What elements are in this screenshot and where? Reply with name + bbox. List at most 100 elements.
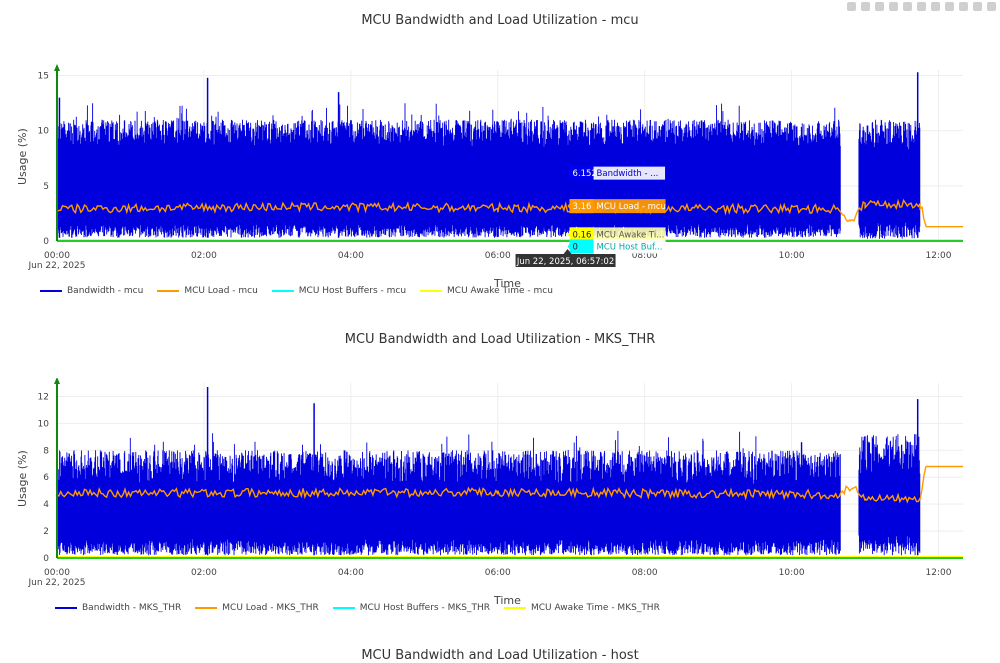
x-tick-label: 02:00 (191, 568, 217, 578)
hover-value: 3.16 (573, 202, 592, 212)
series-bandwidth-mcu[interactable] (56, 72, 921, 239)
legend-label: MCU Awake Time - mcu (447, 286, 553, 296)
y-tick-label: 15 (38, 72, 49, 82)
hover-pointer-icon (567, 242, 571, 251)
hover-timestamp: Jun 22, 2025, 06:57:02 (516, 257, 614, 267)
legend-item[interactable]: MCU Awake Time - MKS_THR (503, 603, 660, 613)
y-tick-label: 8 (43, 446, 49, 456)
y-axis-arrow-icon (54, 378, 60, 384)
y-axis-arrow-icon (54, 64, 60, 71)
x-tick-label: 06:00 (485, 251, 511, 261)
hover-value-box (569, 166, 594, 181)
x-tick-label: 10:00 (779, 251, 805, 261)
y-tick-label: 10 (38, 127, 50, 137)
modebar (847, 2, 996, 11)
legend-label: MCU Awake Time - MKS_THR (530, 603, 660, 613)
legend-swatch (40, 290, 62, 292)
zoom-in-icon[interactable] (889, 2, 898, 11)
legend-swatch (195, 607, 218, 609)
chart-title-mcu: MCU Bandwidth and Load Utilization - mcu (361, 13, 639, 28)
chart-mks-thr[interactable]: 0 2 4 6 8 10 12 00:00 02:00 04:00 06:00 08:00 10:00 1… (0, 378, 1000, 598)
hover-series-name: MCU Load - mcu (597, 202, 666, 212)
x-tick-date-label: Jun 22, 2025 (27, 578, 85, 588)
series-mcu-load-mks-thr[interactable] (56, 465, 963, 504)
series-line (56, 465, 963, 504)
hover-pointer-icon (567, 202, 571, 211)
x-axis-label-mcu: Time (494, 277, 521, 290)
legend-item[interactable]: MCU Awake Time - mcu (420, 286, 553, 296)
legend-label: MCU Load - MKS_THR (222, 603, 319, 613)
legend-item[interactable]: MCU Load - MKS_THR (195, 603, 319, 613)
legend-label: Bandwidth - mcu (67, 286, 144, 296)
legend-label: MCU Load - mcu (184, 286, 258, 296)
x-tick-label: 00:00 (44, 251, 70, 261)
zoom-icon[interactable] (861, 2, 870, 11)
y-tick-label: 12 (38, 392, 49, 402)
legend-item[interactable]: Bandwidth - mcu (40, 286, 143, 296)
x-tick-label: 10:00 (779, 568, 805, 578)
hover-series-name: MCU Awake Ti... (597, 230, 665, 240)
compare-icon[interactable] (973, 2, 982, 11)
legend-label: MCU Host Buffers - mcu (298, 286, 407, 296)
hover-value-box (569, 227, 594, 242)
y-tick-label: 5 (43, 182, 49, 192)
hover-value-box (569, 199, 594, 214)
legend-mks-thr[interactable]: Bandwidth - MKS_THR MCU Load - MKS_THR MCU… (55, 603, 660, 613)
camera-icon[interactable] (847, 2, 856, 11)
x-tick-label: 12:00 (926, 568, 952, 578)
x-tick-label: 04:00 (338, 251, 364, 261)
reset-icon[interactable] (931, 2, 940, 11)
y-tick-label: 0 (43, 237, 49, 247)
x-tick-label: 08:00 (632, 251, 658, 261)
hover-value-box (569, 239, 594, 254)
y-tick-label: 4 (43, 500, 49, 510)
chart-mcu[interactable]: 0 5 10 15 00:00 02:00 04:00 06:00 08:00 10:00 12:0… (0, 40, 1000, 280)
legend-item[interactable]: MCU Host Buffers - mcu (271, 286, 407, 296)
legend-item[interactable]: Bandwidth - MKS_THR (55, 603, 181, 613)
hover-timestamp-pointer-icon (563, 249, 572, 254)
y-tick-label: 6 (43, 473, 49, 483)
hover-tooltip: 6.152 Bandwidth - ... 3.16 MCU Load - mcu 0.… (515, 165, 667, 267)
series-bandwidth-mks-thr[interactable] (56, 387, 921, 556)
legend-label: Bandwidth - MKS_THR (82, 603, 182, 613)
bandwidth-band (56, 430, 921, 556)
hover-timestamp-box (515, 254, 616, 267)
hover-icon[interactable] (959, 2, 968, 11)
legend-swatch (420, 290, 443, 292)
x-tick-label: 08:00 (632, 568, 658, 578)
chart-title-mks-thr: MCU Bandwidth and Load Utilization - MKS… (344, 332, 656, 347)
legend-swatch (503, 607, 526, 609)
x-tick-label: 00:00 (44, 568, 70, 578)
hover-pointer-icon (567, 169, 571, 178)
chart-title-host: MCU Bandwidth and Load Utilization - hos… (361, 648, 639, 663)
bandwidth-band (56, 103, 921, 239)
hover-value: 6.152 (573, 169, 597, 179)
y-tick-label: 10 (38, 419, 50, 429)
hover-value: 0.16 (573, 230, 592, 240)
zoom-out-icon[interactable] (903, 2, 912, 11)
legend-item[interactable]: MCU Host Buffers - MKS_THR (332, 603, 490, 613)
legend-swatch (271, 290, 294, 292)
y-tick-label: 0 (43, 554, 49, 564)
pan-icon[interactable] (875, 2, 884, 11)
legend-swatch (55, 607, 77, 609)
x-tick-label: 12:00 (926, 251, 952, 261)
legend-mcu[interactable]: Bandwidth - mcu MCU Load - mcu MCU Host Bu… (40, 286, 553, 296)
legend-label: MCU Host Buffers - MKS_THR (359, 603, 490, 613)
series-mcu-load-mcu[interactable] (56, 198, 963, 228)
legend-swatch (332, 607, 355, 609)
y-tick-label: 2 (43, 527, 49, 537)
x-tick-date-label: Jun 22, 2025 (27, 261, 85, 271)
x-tick-label: 04:00 (338, 568, 364, 578)
hover-value: 0 (573, 243, 578, 253)
legend-item[interactable]: MCU Load - mcu (157, 286, 258, 296)
x-tick-label: 02:00 (191, 251, 217, 261)
x-tick-label: 06:00 (485, 568, 511, 578)
spike-icon[interactable] (945, 2, 954, 11)
legend-swatch (157, 290, 180, 292)
hover-pointer-icon (567, 230, 571, 239)
plotly-logo-icon[interactable] (987, 2, 996, 11)
hover-series-name: MCU Host Buf... (597, 243, 663, 253)
autoscale-icon[interactable] (917, 2, 926, 11)
series-line (56, 198, 963, 228)
